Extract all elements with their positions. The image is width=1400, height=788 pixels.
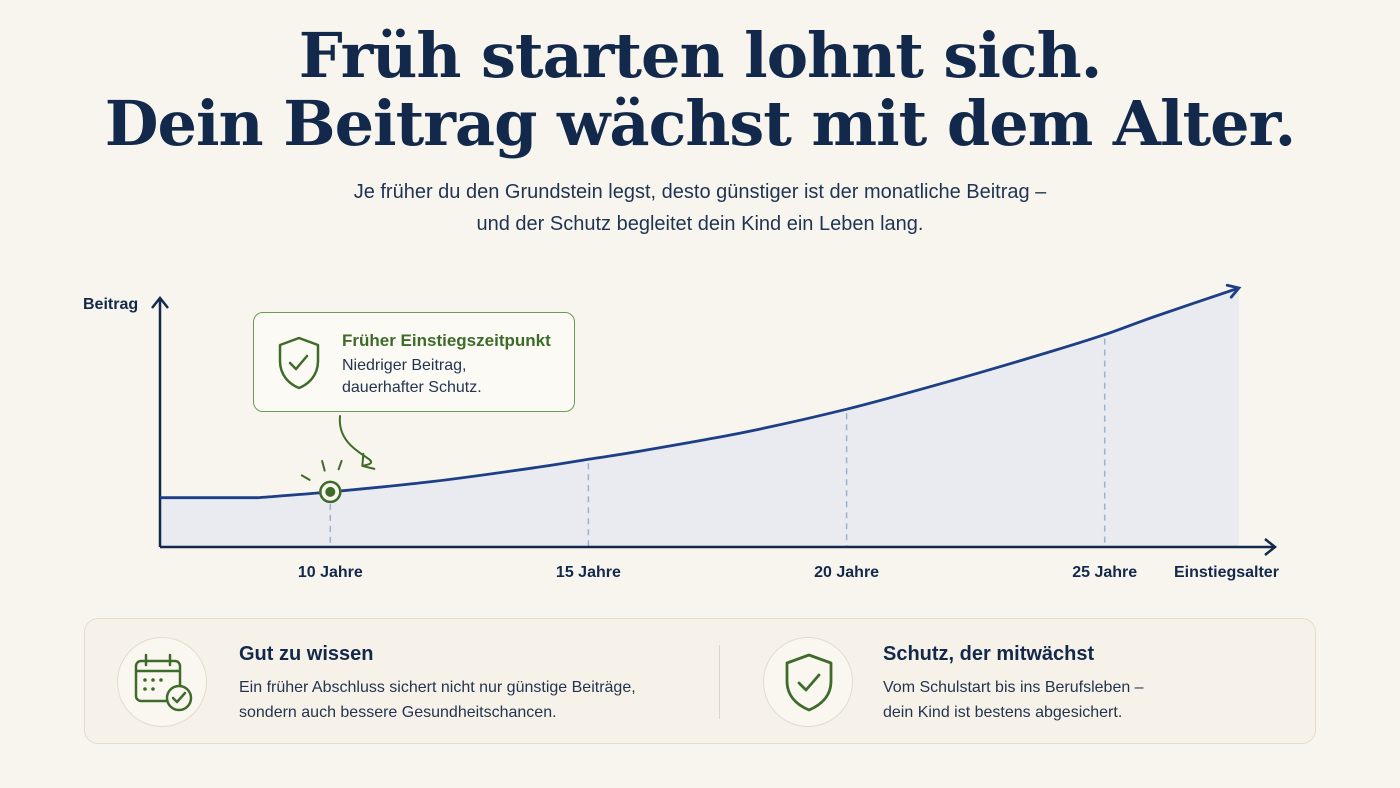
x-tick-labels: 10 Jahre 15 Jahre 20 Jahre 25 Jahre [298,564,1137,581]
y-axis-label: Beitrag [83,296,138,313]
info-divider [719,645,720,719]
x-tick-label: 15 Jahre [556,564,621,581]
callout-title: Früher Einstiegszeitpunkt [342,331,551,350]
contribution-chart: Beitrag Einstiegsalter 10 Jahre 15 Jahre 2… [83,283,1279,581]
x-axis-arrow [1264,538,1278,556]
start-point-highlight [300,459,343,504]
series-line [160,286,1240,500]
callout-line-1: Niedriger Beitrag, [342,357,467,374]
subheadline-line-1: Je früher du den Grundstein legst, desto… [353,181,1047,203]
shield-check-icon [278,336,320,390]
callout-pointer-arrow [338,415,376,470]
x-tick-label: 10 Jahre [298,564,363,581]
callout-line-2: dauerhafter Schutz. [342,379,482,396]
info-right-icon-circle [763,637,853,727]
info-left-title: Gut zu wissen [239,643,374,665]
series-line-arrowhead [1225,283,1242,299]
info-left-line-1: Ein früher Abschluss sichert nicht nur g… [239,679,636,696]
highlight-point-core [325,486,336,497]
highlight-ray [337,459,343,471]
highlight-ray [321,460,326,472]
shield-check-icon [785,653,833,712]
info-right-line-1: Vom Schulstart bis ins Berufsleben – [883,679,1144,696]
y-axis-arrow [151,295,169,309]
headline-line-1: Früh starten lohnt sich. [298,19,1103,92]
subheadline: Je früher du den Grundstein legst, desto… [0,176,1400,240]
subheadline-line-2: und der Schutz begleitet dein Kind ein L… [476,213,924,235]
x-axis-label: Einstiegsalter [1174,564,1279,581]
callout-early-entry: Früher Einstiegszeitpunkt Niedriger Beit… [253,312,575,412]
info-right-line-2: dein Kind ist bestens abgesichert. [883,704,1123,721]
tick-guides [329,338,1106,547]
info-left-line-2: sondern auch bessere Gesundheitschancen. [239,704,557,721]
headline-line-2: Dein Beitrag wächst mit dem Alter. [104,87,1296,160]
calendar-check-icon [134,653,193,712]
info-right-title: Schutz, der mitwächst [883,643,1095,665]
info-bar: Gut zu wissen Ein früher Abschluss siche… [84,618,1316,744]
x-tick-label: 25 Jahre [1072,564,1137,581]
highlight-ray [300,474,311,481]
x-tick-label: 20 Jahre [814,564,879,581]
info-left-icon-circle [117,637,207,727]
headline: Früh starten lohnt sich. Dein Beitrag wä… [0,22,1400,158]
